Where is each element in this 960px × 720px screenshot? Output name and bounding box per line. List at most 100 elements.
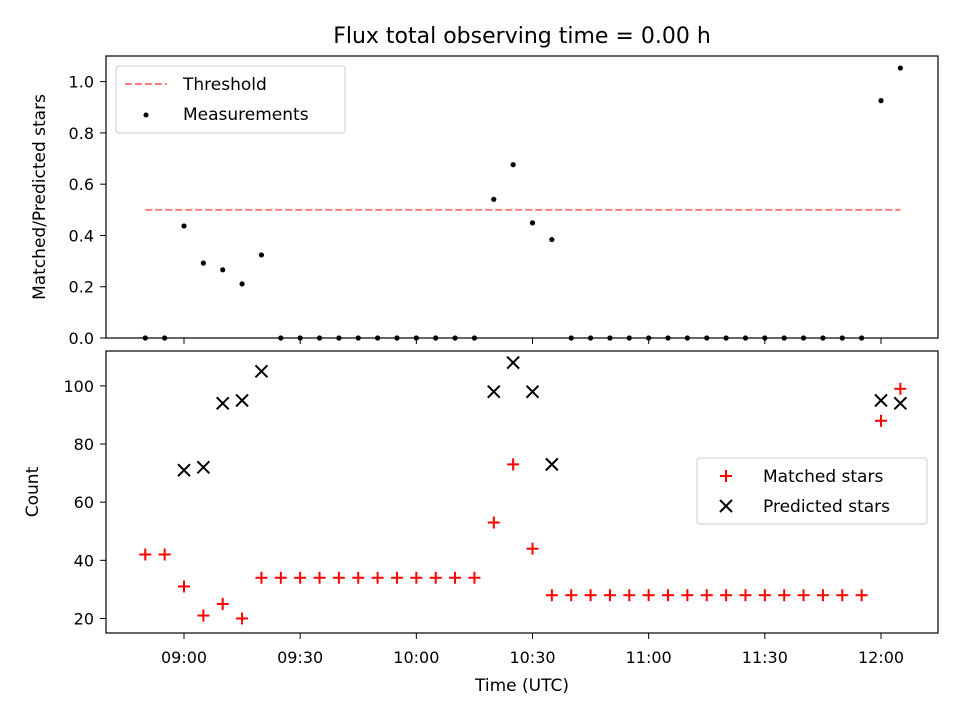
matched-star-point bbox=[255, 571, 268, 584]
predicted-star-point bbox=[177, 463, 191, 477]
measurement-point bbox=[510, 162, 516, 168]
matched-star-point bbox=[507, 458, 520, 471]
top-y-axis: 0.0 0.2 0.4 0.6 0.8 1.0 bbox=[69, 73, 106, 348]
matched-star-point bbox=[274, 571, 287, 584]
top-y-tick-label: 1.0 bbox=[69, 73, 94, 92]
matched-star-point bbox=[836, 589, 849, 602]
predicted-star-point bbox=[525, 384, 540, 399]
x-tick-label: 09:30 bbox=[277, 648, 323, 667]
matched-star-point bbox=[410, 571, 423, 584]
measurement-point bbox=[181, 223, 187, 229]
matched-star-point bbox=[487, 516, 500, 529]
matched-star-point bbox=[720, 589, 733, 602]
top-y-tick-label: 0.6 bbox=[69, 175, 94, 194]
measurement-point bbox=[529, 220, 536, 226]
matched-star-point bbox=[758, 589, 771, 602]
matched-star-point bbox=[139, 548, 152, 561]
bottom-x-axis: 09:00 09:30 10:00 10:30 11:00 11:30 12:00 bbox=[161, 633, 904, 667]
predicted-star-point bbox=[874, 393, 888, 408]
measurement-point bbox=[239, 281, 245, 287]
top-y-tick-label: 0.2 bbox=[69, 278, 94, 297]
top-y-tick-label: 0.8 bbox=[69, 124, 94, 143]
bottom-y-axis: 20 40 60 80 100 bbox=[63, 377, 106, 628]
matched-star-point bbox=[158, 548, 171, 561]
x-tick-label: 11:00 bbox=[626, 648, 672, 667]
matched-star-point bbox=[545, 589, 558, 602]
legend-measurements-label: Measurements bbox=[183, 105, 309, 125]
bottom-legend-box bbox=[696, 457, 928, 525]
legend-predicted-label: Predicted stars bbox=[763, 497, 890, 517]
matched-star-point bbox=[700, 589, 713, 602]
matched-star-point bbox=[371, 571, 384, 584]
matched-star-point bbox=[332, 571, 345, 584]
measurement-point bbox=[258, 252, 265, 258]
measurement-point bbox=[491, 196, 497, 202]
predicted-star-point bbox=[545, 457, 559, 472]
predicted-star-point bbox=[506, 355, 520, 370]
bottom-y-tick-label: 40 bbox=[74, 551, 94, 570]
matched-star-point bbox=[603, 589, 616, 602]
bottom-axes-frame bbox=[105, 350, 939, 634]
top-axes-frame bbox=[105, 55, 939, 339]
top-legend-box bbox=[115, 65, 346, 134]
matched-star-point bbox=[468, 571, 481, 584]
predicted-star-point bbox=[487, 384, 501, 399]
matched-star-point bbox=[662, 589, 675, 602]
predicted-star-point bbox=[196, 460, 211, 474]
bottom-plot-area bbox=[139, 355, 908, 625]
measurements-legend-swatch bbox=[143, 112, 149, 118]
matched-star-point bbox=[429, 571, 442, 584]
bottom-y-tick-label: 100 bbox=[63, 377, 94, 396]
bottom-legend: Matched stars Predicted stars bbox=[696, 457, 928, 525]
matched-legend-swatch bbox=[720, 470, 732, 482]
matched-star-point bbox=[894, 382, 907, 395]
top-y-axis-label: Matched/Predicted stars bbox=[30, 94, 50, 300]
matched-star-point bbox=[681, 589, 694, 602]
x-tick-label: 12:00 bbox=[858, 648, 904, 667]
measurement-point bbox=[549, 236, 555, 243]
predicted-star-point bbox=[893, 396, 908, 411]
predicted-legend-swatch bbox=[719, 499, 733, 513]
x-axis-label: Time (UTC) bbox=[474, 676, 569, 696]
matched-star-point bbox=[236, 612, 249, 625]
matched-star-point bbox=[623, 589, 636, 602]
matched-star-point bbox=[778, 589, 791, 602]
matched-star-point bbox=[739, 589, 752, 602]
x-tick-label: 09:00 bbox=[161, 648, 207, 667]
matched-star-point bbox=[797, 589, 810, 602]
matched-star-point bbox=[449, 571, 462, 584]
matched-star-point bbox=[642, 589, 655, 602]
top-legend: Threshold Measurements bbox=[115, 65, 346, 134]
bottom-y-tick-label: 60 bbox=[74, 493, 94, 512]
matched-star-point bbox=[526, 542, 539, 555]
legend-matched-label: Matched stars bbox=[763, 467, 883, 487]
chart-title: Flux total observing time = 0.00 h bbox=[333, 24, 711, 49]
matched-star-point bbox=[855, 589, 868, 602]
predicted-star-point bbox=[254, 364, 269, 379]
measurement-point bbox=[897, 65, 903, 71]
matched-star-point bbox=[390, 571, 403, 584]
matched-star-point bbox=[875, 414, 887, 427]
top-x-axis-ticks bbox=[183, 338, 882, 344]
x-tick-label: 10:00 bbox=[393, 648, 439, 667]
matched-star-point bbox=[178, 580, 190, 593]
matched-star-point bbox=[313, 571, 326, 584]
x-tick-label: 11:30 bbox=[742, 648, 788, 667]
measurement-point bbox=[220, 267, 226, 273]
bottom-y-tick-label: 80 bbox=[74, 435, 94, 454]
predicted-star-point bbox=[235, 393, 249, 408]
matched-star-point bbox=[352, 571, 365, 584]
top-y-tick-label: 0.4 bbox=[69, 226, 94, 245]
measurement-point bbox=[878, 98, 884, 104]
matched-star-point bbox=[816, 589, 829, 602]
matched-star-point bbox=[294, 571, 307, 584]
predicted-star-point bbox=[216, 396, 230, 411]
matched-star-point bbox=[584, 589, 597, 602]
bottom-y-tick-label: 20 bbox=[74, 609, 94, 628]
matched-star-point bbox=[197, 609, 210, 622]
bottom-y-axis-label: Count bbox=[23, 466, 43, 517]
bottom-panel: 20 40 60 80 100 09:00 09:30 10:00 10:30 11:00 11:… bbox=[23, 350, 939, 696]
measurement-point bbox=[200, 260, 206, 266]
top-panel: 0.0 0.2 0.4 0.6 0.8 1.0 Matched/Predicted sta… bbox=[30, 55, 939, 348]
